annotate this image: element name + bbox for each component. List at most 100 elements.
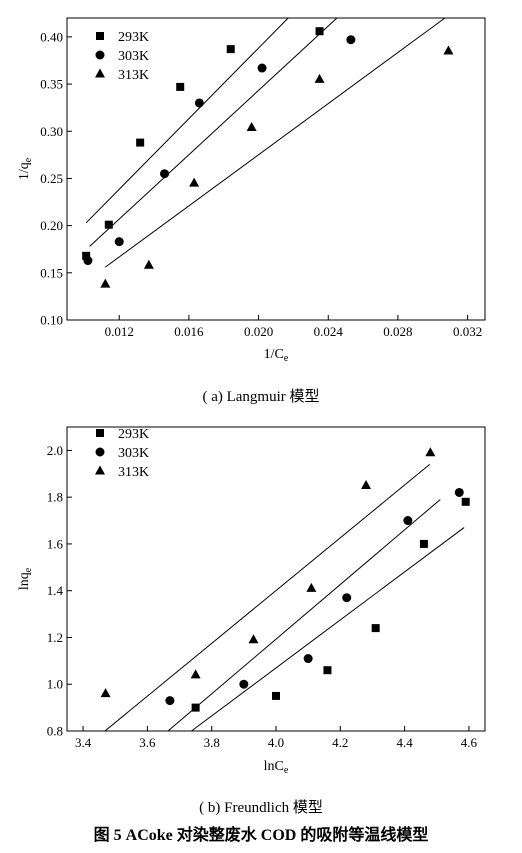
legend-label: 303K — [118, 49, 149, 64]
y-tick-label: 0.35 — [40, 77, 63, 92]
x-tick-label: 4.4 — [396, 735, 413, 750]
fit-line-293K — [191, 527, 465, 732]
chart-freundlich: 3.4 3.6 3.8 4.0 4.2 4.4 4.6 0.8 1.0 1.2 1.4 1.6 1.8… — [17, 426, 486, 816]
x-tick-label: 0.032 — [453, 324, 482, 339]
chart-caption: ( a) Langmuir 模型 — [202, 388, 319, 405]
data-point-293K — [82, 251, 91, 260]
data-point-313K — [306, 582, 317, 592]
data-point-293K — [191, 703, 200, 712]
legend: 293K 303K 313K — [95, 30, 149, 83]
data-point-303K — [342, 593, 352, 603]
data-point-303K — [239, 679, 249, 689]
x-tick-label: 3.6 — [139, 735, 156, 750]
x-axis: 3.4 3.6 3.8 4.0 4.2 4.4 4.6 — [75, 726, 478, 750]
data-point-313K — [425, 447, 436, 457]
y-tick-label: 0.20 — [40, 218, 63, 233]
fit-line-313K — [104, 464, 431, 732]
data-point-313K — [143, 259, 154, 269]
y-tick-label: 1.2 — [47, 630, 63, 645]
data-point-313K — [189, 177, 200, 187]
chart-langmuir: 0.012 0.016 0.020 0.024 0.028 0.032 0.100.150… — [17, 17, 486, 405]
data-point-313K — [100, 278, 111, 288]
fit-line-293K — [85, 17, 289, 224]
x-axis-label: lnCe — [264, 759, 289, 776]
data-point-303K — [303, 654, 313, 664]
data-point-303K — [114, 237, 124, 247]
data-point-293K — [371, 624, 380, 633]
x-axis-label: 1/Ce — [264, 347, 289, 364]
data-point-313K — [314, 73, 325, 83]
y-tick-label: 0.25 — [40, 171, 63, 186]
x-tick-label: 0.028 — [383, 324, 412, 339]
y-axis-label: lnqe — [17, 567, 34, 590]
x-tick-label: 4.0 — [268, 735, 284, 750]
y-tick-label: 2.0 — [47, 443, 63, 458]
y-tick-label: 1.8 — [47, 490, 63, 505]
fit-lines — [104, 464, 465, 732]
data-point-293K — [419, 539, 428, 548]
x-tick-label: 3.8 — [204, 735, 220, 750]
legend-marker-293K — [96, 32, 104, 40]
legend: 293K 303K 313K — [95, 427, 149, 480]
data-point-313K — [100, 688, 111, 698]
data-point-303K — [83, 256, 93, 266]
legend-label: 293K — [118, 427, 149, 442]
x-tick-label: 4.2 — [332, 735, 348, 750]
data-point-313K — [248, 634, 259, 644]
data-point-303K — [346, 35, 356, 45]
data-point-303K — [160, 169, 170, 179]
data-point-293K — [104, 220, 113, 229]
y-axis: 0.10 0.15 0.20 0.25 0.30 0.35 0.40 — [40, 29, 72, 328]
x-tick-label: 0.016 — [174, 324, 204, 339]
x-tick-label: 0.020 — [244, 324, 273, 339]
data-point-293K — [315, 27, 324, 36]
legend-label: 313K — [118, 68, 149, 83]
legend-marker-313K — [95, 465, 105, 475]
data-point-303K — [257, 63, 267, 73]
fit-line-313K — [105, 17, 446, 268]
data-point-313K — [443, 45, 454, 55]
data-point-293K — [136, 138, 145, 147]
y-tick-label: 0.8 — [47, 724, 63, 739]
y-tick-label: 1.6 — [47, 536, 64, 551]
legend-label: 313K — [118, 465, 149, 480]
data-point-293K — [461, 497, 470, 506]
y-tick-label: 0.40 — [40, 29, 63, 44]
y-tick-label: 0.30 — [40, 124, 63, 139]
data-point-293K — [323, 666, 332, 675]
legend-marker-293K — [96, 429, 104, 437]
chart-caption: ( b) Freundlich 模型 — [199, 799, 323, 816]
data-point-293K — [226, 45, 235, 54]
data-point-293K — [272, 691, 280, 700]
x-tick-label: 0.024 — [314, 324, 344, 339]
x-tick-label: 0.012 — [105, 324, 134, 339]
legend-label: 293K — [118, 30, 149, 45]
data-point-303K — [194, 98, 204, 108]
x-tick-label: 3.4 — [75, 735, 92, 750]
data-point-313K — [361, 479, 372, 489]
data-points — [82, 27, 454, 288]
fit-line-303K — [167, 499, 441, 732]
plot-frame — [66, 17, 486, 321]
legend-marker-303K — [95, 50, 105, 60]
y-axis: 0.8 1.0 1.2 1.4 1.6 1.8 2.0 — [47, 443, 72, 739]
legend-marker-303K — [95, 447, 105, 457]
data-point-303K — [165, 696, 175, 706]
y-tick-label: 0.15 — [40, 265, 63, 280]
x-tick-label: 4.6 — [461, 735, 478, 750]
fit-lines — [85, 17, 446, 268]
data-points — [100, 447, 470, 712]
data-point-313K — [246, 121, 257, 131]
legend-marker-313K — [95, 68, 105, 78]
data-point-303K — [454, 487, 464, 497]
y-tick-label: 1.4 — [47, 583, 64, 598]
legend-label: 303K — [118, 446, 149, 461]
x-axis: 0.012 0.016 0.020 0.024 0.028 0.032 — [105, 315, 482, 339]
y-axis-label: 1/qe — [17, 157, 34, 180]
fit-line-303K — [89, 17, 338, 247]
y-tick-label: 1.0 — [47, 677, 63, 692]
data-point-313K — [190, 669, 201, 679]
data-point-293K — [176, 82, 185, 91]
figure-caption: 图 5 ACoke 对染整废水 COD 的吸附等温线模型 — [94, 825, 429, 844]
